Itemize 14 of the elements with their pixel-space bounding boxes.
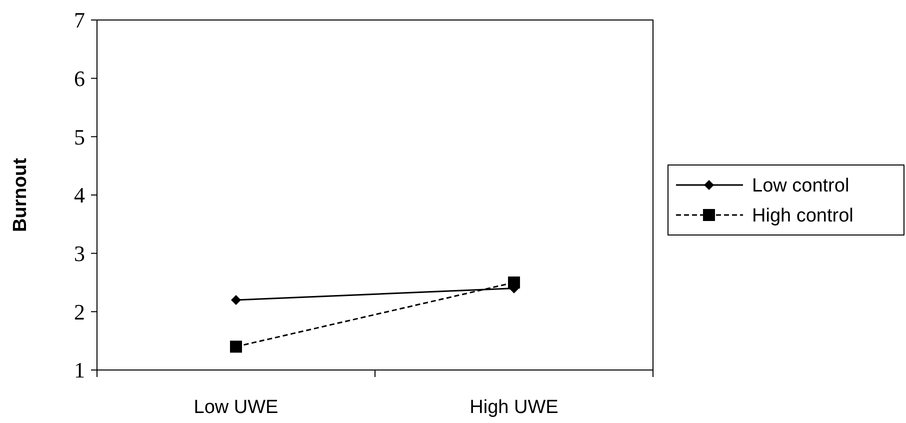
y-tick-label: 4 [74, 182, 85, 208]
x-tick-label: High UWE [470, 397, 558, 418]
point [230, 340, 242, 353]
y-tick-label: 5 [74, 124, 85, 150]
y-tick-label: 6 [74, 66, 85, 92]
y-tick-label: 2 [74, 299, 85, 324]
legend-label: High control [752, 206, 854, 227]
x-tick-label: Low UWE [194, 397, 278, 418]
legend-label: Low control [752, 176, 850, 197]
y-tick-label: 7 [74, 8, 85, 33]
y-axis-title: Burnout [10, 157, 31, 232]
y-tick-label: 1 [74, 358, 85, 383]
point [231, 295, 241, 305]
y-tick-label: 3 [74, 241, 85, 266]
